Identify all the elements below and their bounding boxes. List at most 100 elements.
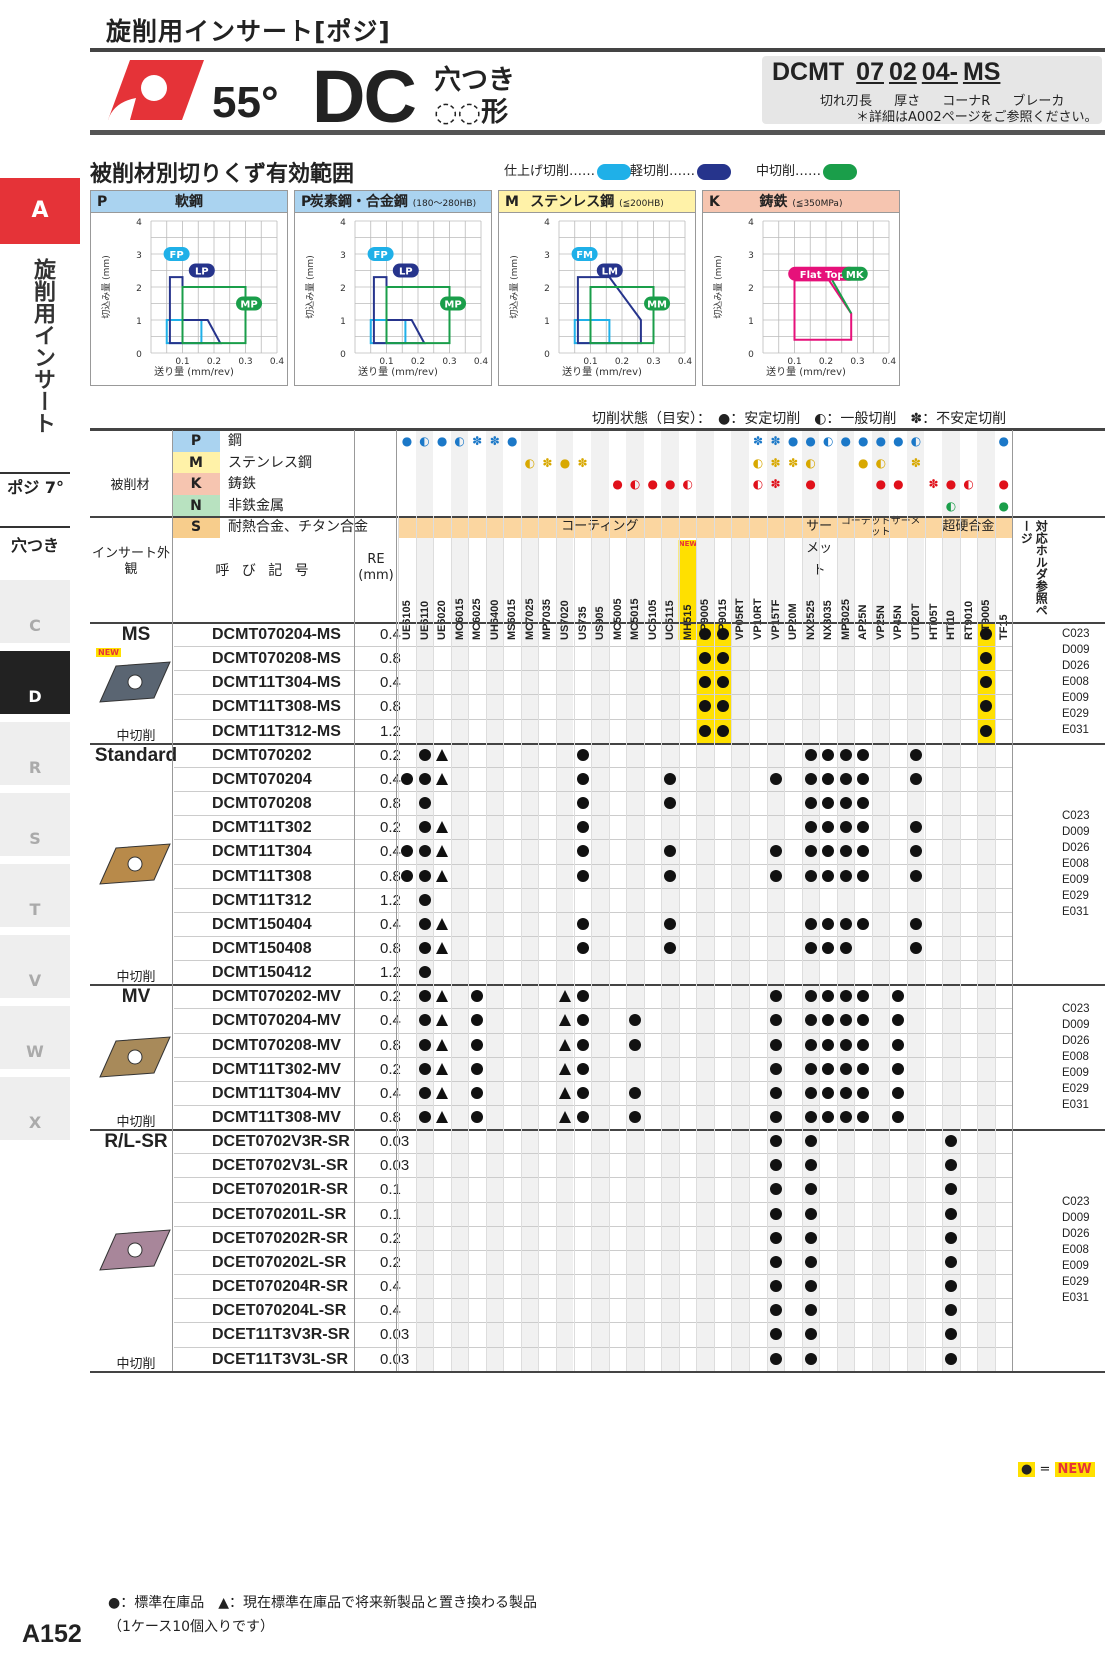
- product-code: DCET0702V3L-SR: [212, 1157, 349, 1175]
- shape-tab-c[interactable]: C: [0, 580, 70, 646]
- stock-mark: [804, 1328, 817, 1341]
- product-code: DCMT150412: [212, 964, 312, 982]
- stock-mark: [418, 1038, 431, 1051]
- corner-radius: 0.1: [380, 1205, 401, 1223]
- hole-tab[interactable]: 穴つき: [0, 526, 70, 566]
- shape-tab-r[interactable]: R: [0, 722, 70, 788]
- suitability-mark: ●: [858, 455, 869, 470]
- corner-radius: 0.8: [380, 650, 401, 668]
- grade-name: NX2525: [804, 600, 817, 640]
- product-code: DCMT11T304: [212, 843, 312, 861]
- shape-tab-label: V: [28, 971, 42, 990]
- grade-column-rule: [854, 516, 856, 1371]
- row-rule: [174, 1346, 1013, 1348]
- replacement-mark: [436, 917, 449, 930]
- grade-column-rule: [977, 516, 979, 1371]
- grade-column-rule: [661, 516, 663, 1371]
- shape-tab-d[interactable]: D: [0, 651, 70, 717]
- column-rule: [172, 430, 173, 1371]
- product-code: DCMT150408: [212, 939, 312, 957]
- chart-plot: 0 1 2 3 4 0.1 0.2 0.3 0.4 切込み量 (mm) 送り量 (mm/rev) FP…: [101, 218, 284, 378]
- replacement-mark: [558, 1062, 571, 1075]
- grade-name: MC6025: [471, 598, 484, 640]
- angle-label: 55°: [212, 78, 279, 127]
- chart-panel-key: M: [505, 194, 519, 210]
- stock-mark: [418, 869, 431, 882]
- shape-tab-v[interactable]: V: [0, 935, 70, 1001]
- material-name: 耐熱合金、チタン合金: [228, 519, 368, 536]
- stock-mark: [945, 1159, 958, 1172]
- suitability-mark: ●: [612, 477, 623, 492]
- product-code: DCET070204L-SR: [212, 1302, 347, 1320]
- y-tick-label: 0: [748, 350, 754, 360]
- chart-panel-k: K 鋳鉄 (≦350MPa) 0 1 2 3 4 0.1 0.2 0.3 0.4 切込み量 (mm) 送…: [702, 190, 900, 386]
- corner-radius: 0.8: [380, 795, 401, 813]
- matrix-top-rule: [90, 428, 1105, 431]
- suitability-mark: ✽: [910, 455, 921, 470]
- row-rule: [174, 815, 1013, 817]
- stock-mark: [576, 821, 589, 834]
- grade-column-rule: [555, 516, 557, 1371]
- suitability-mark: ✽: [788, 455, 799, 470]
- stock-mark: [664, 797, 677, 810]
- code-box: [762, 56, 1102, 124]
- section-tab-a[interactable]: A: [0, 178, 80, 244]
- row-rule: [174, 1322, 1013, 1324]
- suitability-mark: ●: [945, 477, 957, 492]
- stock-mark: [857, 845, 870, 858]
- row-rule: [174, 766, 1013, 768]
- stock-mark: [471, 1038, 484, 1051]
- y-tick-label: 3: [748, 251, 754, 261]
- shape-tab-s[interactable]: S: [0, 793, 70, 859]
- code-part-radius: 04-: [921, 58, 958, 86]
- corner-radius: 0.4: [380, 1012, 401, 1030]
- region-label: FP: [170, 250, 184, 261]
- corner-radius: 0.2: [380, 1253, 401, 1271]
- stock-mark: [839, 748, 852, 761]
- stock-mark: [804, 1014, 817, 1027]
- region-mk: [831, 279, 853, 314]
- grade-name: MP3025: [839, 599, 852, 640]
- series-application: 中切削: [116, 970, 156, 986]
- stock-mark: [804, 772, 817, 785]
- shape-tab-label: C: [29, 616, 41, 635]
- stock-mark: [857, 748, 870, 761]
- suitability-mark: ●: [998, 477, 1009, 492]
- replacement-mark: [558, 990, 571, 1003]
- footer-note-case: （1ケース10個入りです）: [108, 1619, 275, 1635]
- grade-column-rule: [889, 516, 891, 1371]
- region-label-bg: [788, 266, 857, 281]
- legend-swatch: [597, 163, 632, 180]
- stock-mark: [804, 1352, 817, 1365]
- row-rule: [174, 694, 1013, 696]
- grade-name: US905: [594, 606, 607, 640]
- stock-mark: [401, 772, 413, 785]
- shape-tab-t[interactable]: T: [0, 864, 70, 930]
- stock-mark: [769, 1231, 782, 1244]
- page-title: 旋削用インサート[ポジ]: [106, 17, 391, 46]
- corner-radius: 0.8: [380, 939, 401, 957]
- insert-header: インサート外観: [91, 546, 170, 577]
- shape-tab-w[interactable]: W: [0, 1006, 70, 1072]
- column-shade: [520, 430, 539, 1371]
- code-part-length: 07: [856, 58, 884, 86]
- stock-mark: [418, 1086, 431, 1099]
- x-tick-label: 0.4: [882, 357, 897, 367]
- grade-name: MS6015: [506, 599, 519, 640]
- section-rule: [90, 130, 1105, 135]
- shape-tab-x[interactable]: X: [0, 1077, 70, 1143]
- stock-mark: [418, 917, 431, 930]
- posi-tab[interactable]: ポジ 7°: [0, 472, 70, 522]
- product-code: DCET11T3V3L-SR: [212, 1350, 349, 1368]
- stock-mark: [945, 1231, 958, 1244]
- region-label-bg: [644, 296, 671, 311]
- material-name: 鋼: [228, 433, 242, 449]
- stock-mark: [945, 1352, 958, 1365]
- y-axis-label: 切込み量 (mm): [305, 255, 316, 318]
- region-label: LP: [195, 267, 209, 278]
- row-rule: [174, 1225, 1013, 1227]
- legend-item: 軽切削……: [630, 160, 732, 180]
- region-mm: [589, 286, 655, 345]
- stock-mark: [804, 917, 817, 930]
- stock-mark: [576, 1086, 589, 1099]
